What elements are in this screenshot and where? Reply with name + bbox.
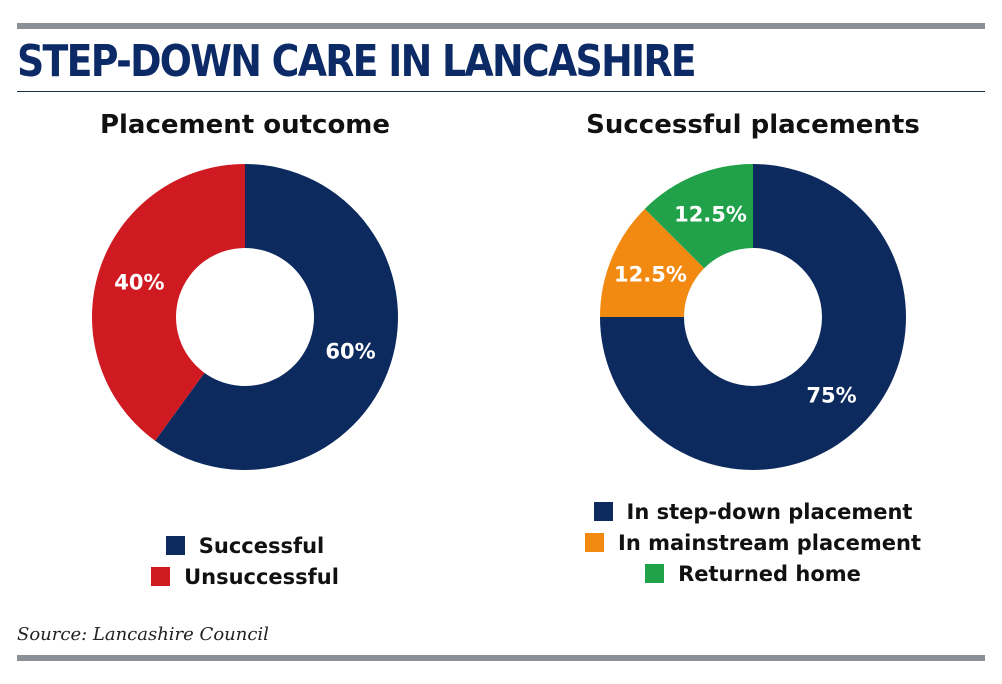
chart-title-placement-outcome: Placement outcome	[99, 110, 391, 140]
title-underline	[17, 91, 985, 92]
legend-swatch	[151, 567, 171, 586]
legend-swatch	[165, 536, 185, 555]
legend-label: Unsuccessful	[184, 564, 339, 589]
donut-chart-successful-placements: 75% 12.5% 12.5%	[600, 164, 906, 470]
donut-slice-successful	[155, 164, 398, 470]
donut-slice-returned-home	[644, 164, 753, 269]
chart-title-successful-placements: Successful placements	[586, 110, 920, 140]
legend-item-in-step-down-placement: In step-down placement	[560, 496, 946, 527]
top-rule	[17, 23, 985, 29]
donut-slice-in-step-down-placement	[600, 164, 906, 470]
slice-label-in-step-down-placement: 75%	[806, 383, 856, 407]
legend-swatch	[585, 533, 604, 552]
slice-label-successful: 60%	[325, 339, 375, 363]
legend-label: Successful	[198, 533, 325, 558]
legend-item-successful: Successful	[70, 530, 420, 561]
legend-item-unsuccessful: Unsuccessful	[70, 561, 420, 592]
legend-item-in-mainstream-placement: In mainstream placement	[560, 527, 946, 558]
legend-item-returned-home: Returned home	[560, 558, 946, 589]
legend-label: In step-down placement	[626, 499, 913, 524]
bottom-rule	[17, 655, 985, 661]
legend-label: Returned home	[678, 561, 861, 586]
legend-placement-outcome: Successful Unsuccessful	[70, 530, 420, 592]
donut-slice-unsuccessful	[92, 164, 245, 441]
source-note: Source: Lancashire Council	[17, 624, 269, 645]
legend-label: In mainstream placement	[618, 530, 921, 555]
slice-label-unsuccessful: 40%	[114, 271, 164, 295]
legend-swatch	[645, 564, 665, 583]
legend-successful-placements: In step-down placement In mainstream plac…	[560, 496, 946, 589]
donut-slice-in-mainstream-placement	[600, 208, 705, 317]
page-title: STEP-DOWN CARE IN LANCASHIRE	[17, 36, 697, 87]
donut-chart-placement-outcome: 60% 40%	[92, 164, 398, 470]
legend-swatch	[593, 502, 613, 521]
slice-label-returned-home: 12.5%	[674, 202, 747, 226]
slice-label-in-mainstream-placement: 12.5%	[614, 263, 687, 287]
